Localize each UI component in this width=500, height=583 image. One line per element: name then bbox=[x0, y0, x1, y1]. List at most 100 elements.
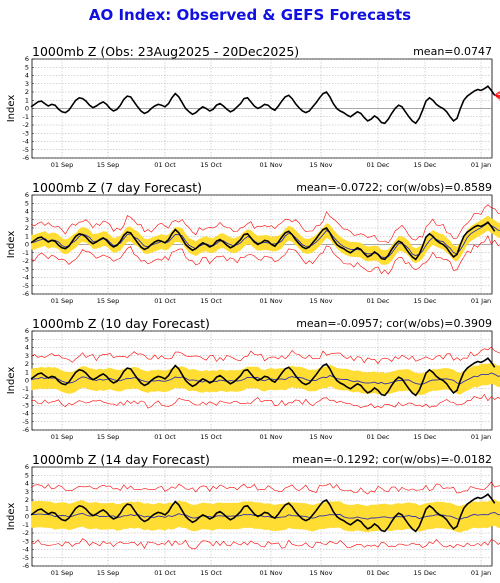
x-tick-label: 01 Oct bbox=[154, 297, 176, 305]
y-axis-label: Index bbox=[6, 503, 17, 531]
ensemble-spread-band bbox=[31, 362, 500, 395]
y-tick-label: 1 bbox=[25, 96, 29, 104]
ensemble-min-line bbox=[31, 393, 500, 409]
y-tick-label: 0 bbox=[25, 377, 29, 385]
y-tick-label: 2 bbox=[25, 360, 29, 368]
y-axis-label: Index bbox=[6, 367, 17, 395]
x-tick-label: 15 Sep bbox=[97, 569, 120, 577]
x-tick-label: 15 Dec bbox=[414, 297, 437, 305]
x-tick-label: 01 Nov bbox=[259, 569, 282, 577]
y-tick-label: -3 bbox=[23, 537, 29, 545]
y-tick-label: 2 bbox=[25, 88, 29, 96]
x-tick-label: 01 Sep bbox=[51, 161, 74, 169]
y-tick-label: -1 bbox=[23, 113, 29, 121]
x-tick-label: 01 Dec bbox=[367, 161, 390, 169]
y-tick-label: 5 bbox=[25, 335, 29, 343]
panel-3-title: 1000mb Z (10 day Forecast) bbox=[32, 316, 210, 331]
page-title: AO Index: Observed & GEFS Forecasts bbox=[88, 6, 412, 24]
y-tick-label: -5 bbox=[23, 282, 29, 290]
ensemble-min-line bbox=[31, 538, 500, 550]
y-tick-label: -4 bbox=[23, 138, 29, 146]
x-tick-label: 15 Nov bbox=[309, 297, 332, 305]
y-tick-label: 3 bbox=[25, 216, 29, 224]
observed-line bbox=[30, 85, 496, 125]
x-tick-label: 01 Jan bbox=[471, 161, 491, 169]
y-tick-label: 6 bbox=[25, 327, 29, 335]
panel-3-stats: mean=-0.0957; cor(w/obs)=0.3909 bbox=[296, 317, 492, 330]
x-tick-label: 15 Oct bbox=[200, 569, 222, 577]
y-tick-label: 6 bbox=[25, 55, 29, 63]
y-tick-label: -6 bbox=[23, 290, 29, 298]
y-tick-label: 5 bbox=[25, 471, 29, 479]
y-tick-label: 0 bbox=[25, 105, 29, 113]
y-tick-label: -5 bbox=[23, 554, 29, 562]
panel-1-stats: mean=0.0747 bbox=[413, 45, 492, 58]
y-tick-label: -3 bbox=[23, 129, 29, 137]
ensemble-member bbox=[494, 95, 500, 98]
x-tick-label: 01 Oct bbox=[154, 161, 176, 169]
panel-2-stats: mean=-0.0722; cor(w/obs)=0.8589 bbox=[296, 181, 492, 194]
y-tick-label: 1 bbox=[25, 368, 29, 376]
y-tick-label: -1 bbox=[23, 521, 29, 529]
x-tick-label: 01 Nov bbox=[259, 161, 282, 169]
x-tick-label: 15 Nov bbox=[309, 433, 332, 441]
y-tick-label: 5 bbox=[25, 63, 29, 71]
ensemble-member bbox=[494, 90, 500, 96]
ensemble-member bbox=[494, 94, 500, 98]
x-tick-label: 01 Sep bbox=[51, 569, 74, 577]
y-tick-label: -2 bbox=[23, 121, 29, 129]
x-tick-label: 15 Sep bbox=[97, 297, 120, 305]
ensemble-max-line bbox=[30, 346, 500, 365]
y-tick-label: 1 bbox=[25, 232, 29, 240]
ensemble-member bbox=[494, 95, 500, 99]
y-tick-label: 2 bbox=[25, 224, 29, 232]
ensemble-member bbox=[494, 94, 500, 97]
y-tick-label: 4 bbox=[25, 208, 29, 216]
x-tick-label: 15 Dec bbox=[414, 569, 437, 577]
x-tick-label: 01 Jan bbox=[471, 569, 491, 577]
y-tick-label: 3 bbox=[25, 352, 29, 360]
y-axis-label: Index bbox=[6, 231, 17, 259]
y-tick-label: -5 bbox=[23, 146, 29, 154]
x-tick-label: 01 Jan bbox=[471, 297, 491, 305]
x-tick-label: 01 Sep bbox=[51, 297, 74, 305]
y-tick-label: -5 bbox=[23, 418, 29, 426]
x-tick-label: 01 Dec bbox=[367, 433, 390, 441]
y-tick-label: 3 bbox=[25, 80, 29, 88]
x-tick-label: 15 Nov bbox=[309, 569, 332, 577]
y-tick-label: -1 bbox=[23, 249, 29, 257]
x-tick-label: 01 Oct bbox=[154, 569, 176, 577]
y-axis-label: Index bbox=[6, 95, 17, 123]
ensemble-max-line bbox=[30, 481, 500, 495]
y-tick-label: 3 bbox=[25, 488, 29, 496]
x-tick-label: 01 Nov bbox=[259, 433, 282, 441]
panel-4-title: 1000mb Z (14 day Forecast) bbox=[32, 452, 210, 467]
y-tick-label: 2 bbox=[25, 496, 29, 504]
y-tick-label: -4 bbox=[23, 274, 29, 282]
y-tick-label: -6 bbox=[23, 562, 29, 570]
x-tick-label: 15 Dec bbox=[414, 433, 437, 441]
x-tick-label: 01 Nov bbox=[259, 297, 282, 305]
y-tick-label: 4 bbox=[25, 72, 29, 80]
x-tick-label: 01 Jan bbox=[471, 433, 491, 441]
x-tick-label: 01 Dec bbox=[367, 297, 390, 305]
y-tick-label: -6 bbox=[23, 426, 29, 434]
forecast-mean-line bbox=[30, 372, 500, 385]
y-tick-label: -2 bbox=[23, 529, 29, 537]
x-tick-label: 15 Nov bbox=[309, 161, 332, 169]
x-tick-label: 15 Oct bbox=[200, 161, 222, 169]
y-tick-label: -2 bbox=[23, 257, 29, 265]
y-tick-label: -4 bbox=[23, 546, 29, 554]
x-tick-label: 01 Sep bbox=[51, 433, 74, 441]
panel-2-title: 1000mb Z (7 day Forecast) bbox=[32, 180, 202, 195]
x-tick-label: 15 Sep bbox=[97, 433, 120, 441]
y-tick-label: 1 bbox=[25, 504, 29, 512]
panel-4-stats: mean=-0.1292; cor(w/obs)=-0.0182 bbox=[292, 453, 492, 466]
ensemble-member bbox=[494, 95, 500, 102]
observed-line bbox=[30, 357, 496, 397]
y-tick-label: 4 bbox=[25, 480, 29, 488]
x-tick-label: 15 Oct bbox=[200, 433, 222, 441]
